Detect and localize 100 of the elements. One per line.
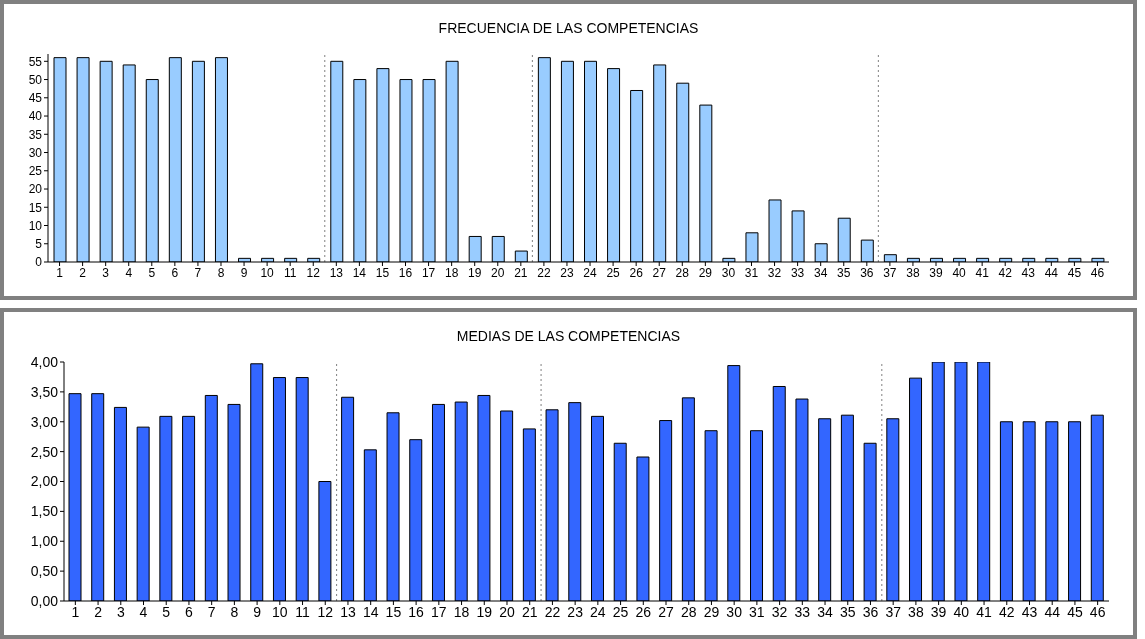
x-tick-label: 23 (567, 603, 584, 620)
x-tick-label: 2 (79, 265, 87, 280)
x-tick-label: 3 (116, 603, 125, 620)
x-tick-label: 26 (629, 265, 644, 280)
x-tick-label: 44 (1044, 603, 1061, 620)
y-tick-label: 5 (35, 237, 43, 252)
x-tick-label: 36 (862, 603, 879, 620)
x-tick-label: 11 (283, 265, 297, 280)
x-tick-label: 30 (721, 265, 736, 280)
x-tick-label: 25 (612, 603, 629, 620)
x-tick-label: 17 (431, 603, 447, 620)
chart-title: FRECUENCIA DE LAS COMPETENCIAS (437, 20, 700, 36)
x-tick-label: 42 (998, 265, 1013, 280)
x-tick-label: 19 (476, 603, 493, 620)
x-tick-label: 7 (194, 265, 202, 280)
x-tick-label: 4 (139, 603, 148, 620)
x-tick-label: 39 (929, 265, 944, 280)
x-tick-label: 18 (444, 265, 459, 280)
x-tick-label: 41 (976, 603, 993, 620)
y-tick-label: 3,00 (30, 413, 59, 430)
x-tick-label: 31 (744, 265, 759, 280)
x-tick-label: 13 (340, 603, 356, 620)
x-tick-label: 36 (860, 265, 874, 280)
x-tick-label: 34 (814, 265, 828, 280)
x-tick-label: 38 (908, 603, 924, 620)
x-tick-label: 17 (421, 265, 436, 280)
y-tick-label: 0 (35, 255, 43, 270)
x-tick-label: 33 (790, 265, 805, 280)
x-tick-label: 35 (837, 265, 851, 280)
x-tick-label: 45 (1067, 603, 1083, 620)
x-tick-label: 34 (817, 603, 834, 620)
x-tick-label: 7 (207, 603, 216, 620)
x-tick-label: 22 (537, 265, 551, 280)
y-tick-label: 2,50 (30, 443, 59, 460)
y-tick-label: 1,50 (30, 503, 59, 520)
x-tick-label: 37 (885, 603, 902, 620)
y-tick-label: 40 (28, 109, 43, 124)
x-tick-label: 28 (675, 265, 690, 280)
x-tick-label: 12 (317, 603, 334, 620)
x-tick-label: 29 (698, 265, 713, 280)
x-tick-label: 13 (329, 265, 344, 280)
y-tick-label: 10 (28, 218, 43, 233)
x-tick-label: 44 (1044, 265, 1059, 280)
x-tick-label: 16 (408, 603, 425, 620)
x-tick-label: 32 (767, 265, 782, 280)
x-tick-label: 5 (148, 265, 156, 280)
x-tick-label: 27 (658, 603, 675, 620)
x-tick-label: 27 (652, 265, 667, 280)
y-tick-label: 50 (28, 72, 43, 87)
x-tick-label: 31 (749, 603, 765, 620)
x-tick-label: 15 (375, 265, 390, 280)
y-tick-label: 3,50 (30, 383, 59, 400)
x-tick-label: 6 (171, 265, 179, 280)
x-tick-label: 39 (930, 603, 947, 620)
x-tick-label: 9 (240, 265, 248, 280)
y-tick-label: 4,00 (30, 353, 59, 370)
chart-title: MEDIAS DE LAS COMPETENCIAS (455, 328, 682, 344)
x-tick-label: 2 (94, 603, 103, 620)
x-tick-label: 21 (521, 603, 538, 620)
y-tick-label: 45 (28, 91, 43, 106)
x-tick-label: 35 (839, 603, 856, 620)
x-tick-label: 5 (162, 603, 171, 620)
x-tick-label: 38 (906, 265, 920, 280)
x-tick-label: 18 (453, 603, 470, 620)
x-tick-label: 42 (998, 603, 1015, 620)
y-tick-label: 0,00 (30, 592, 59, 609)
x-tick-label: 45 (1067, 265, 1082, 280)
x-tick-label: 14 (352, 265, 367, 280)
x-tick-label: 6 (185, 603, 194, 620)
x-tick-label: 16 (398, 265, 413, 280)
x-tick-label: 8 (217, 265, 225, 280)
x-tick-label: 46 (1089, 603, 1106, 620)
x-tick-label: 14 (362, 603, 379, 620)
x-tick-label: 43 (1021, 603, 1038, 620)
y-tick-label: 0,50 (30, 563, 59, 580)
x-tick-label: 11 (295, 603, 311, 620)
x-tick-label: 28 (680, 603, 697, 620)
x-tick-label: 43 (1021, 265, 1036, 280)
x-tick-label: 24 (590, 603, 606, 620)
y-tick-label: 25 (28, 164, 43, 179)
x-tick-label: 37 (883, 265, 897, 280)
x-tick-label: 20 (499, 603, 515, 620)
x-tick-label: 8 (230, 603, 239, 620)
y-tick-label: 20 (28, 182, 43, 197)
x-tick-label: 24 (583, 265, 598, 280)
y-tick-label: 35 (28, 127, 43, 142)
x-tick-label: 23 (560, 265, 574, 280)
x-tick-label: 33 (794, 603, 811, 620)
y-tick-label: 55 (28, 54, 43, 69)
x-tick-label: 22 (544, 603, 561, 620)
x-tick-label: 3 (102, 265, 110, 280)
x-tick-label: 20 (491, 265, 505, 280)
x-tick-label: 19 (468, 265, 482, 280)
x-tick-label: 1 (56, 265, 64, 280)
x-tick-label: 9 (253, 603, 262, 620)
x-tick-label: 12 (306, 265, 321, 280)
x-tick-label: 29 (703, 603, 720, 620)
x-tick-label: 40 (952, 265, 967, 280)
x-tick-label: 40 (953, 603, 970, 620)
y-tick-label: 1,00 (30, 533, 59, 550)
